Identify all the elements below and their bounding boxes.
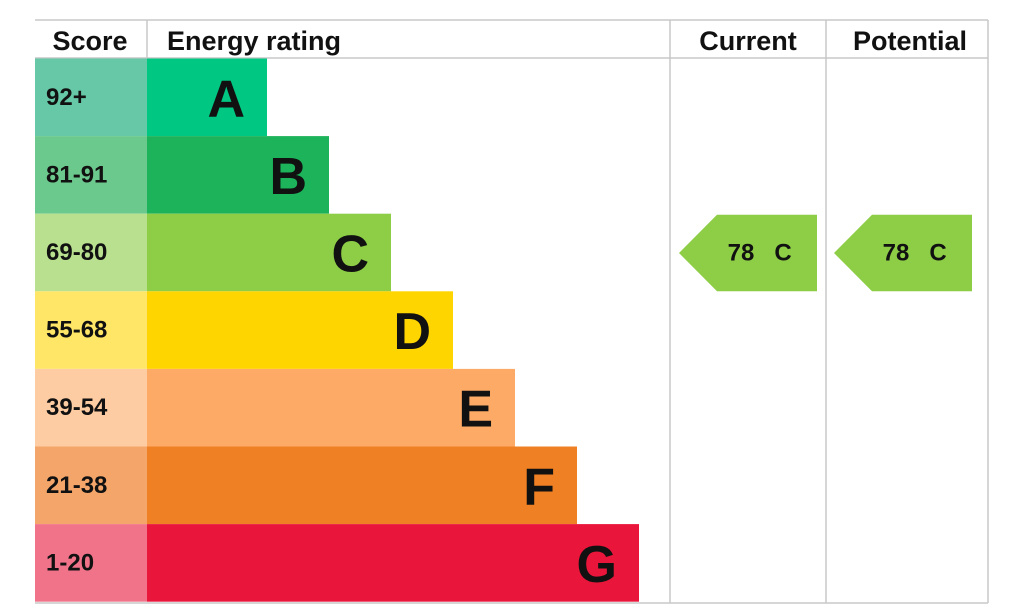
score-range: 69-80 [46, 239, 107, 266]
current-band: C [774, 240, 791, 267]
score-range: 55-68 [46, 317, 107, 344]
rating-bar [147, 524, 639, 602]
rating-letter: C [331, 226, 369, 284]
rating-letter: E [458, 381, 493, 439]
rating-letter: A [207, 70, 245, 128]
rating-bar [147, 58, 267, 137]
score-cell [35, 136, 147, 214]
score-cell [35, 368, 147, 447]
score-range: 1-20 [46, 549, 94, 576]
header-potential: Potential [853, 26, 967, 56]
current-score: 78 [728, 240, 755, 267]
header-energy-rating: Energy rating [167, 26, 341, 56]
rating-bar [147, 368, 515, 447]
rating-bar [147, 291, 453, 369]
rating-bar [147, 446, 577, 525]
score-range: 92+ [46, 84, 87, 111]
rating-bar [147, 213, 391, 292]
potential-band: C [929, 240, 946, 267]
potential-score: 78 [883, 240, 910, 267]
score-cell [35, 446, 147, 525]
score-cell [35, 58, 147, 137]
rating-letter: B [269, 148, 307, 206]
score-range: 81-91 [46, 161, 107, 188]
header-score: Score [52, 26, 127, 56]
potential-arrow [834, 214, 972, 292]
score-cell [35, 291, 147, 369]
header-current: Current [699, 26, 797, 56]
rating-letter: D [393, 303, 431, 361]
score-cell [35, 524, 147, 602]
current-arrow [679, 214, 817, 292]
score-range: 39-54 [46, 394, 108, 421]
score-cell [35, 213, 147, 292]
rating-letter: F [523, 458, 555, 516]
rating-bar [147, 136, 329, 214]
score-range: 21-38 [46, 472, 107, 499]
rating-letter: G [577, 536, 617, 594]
